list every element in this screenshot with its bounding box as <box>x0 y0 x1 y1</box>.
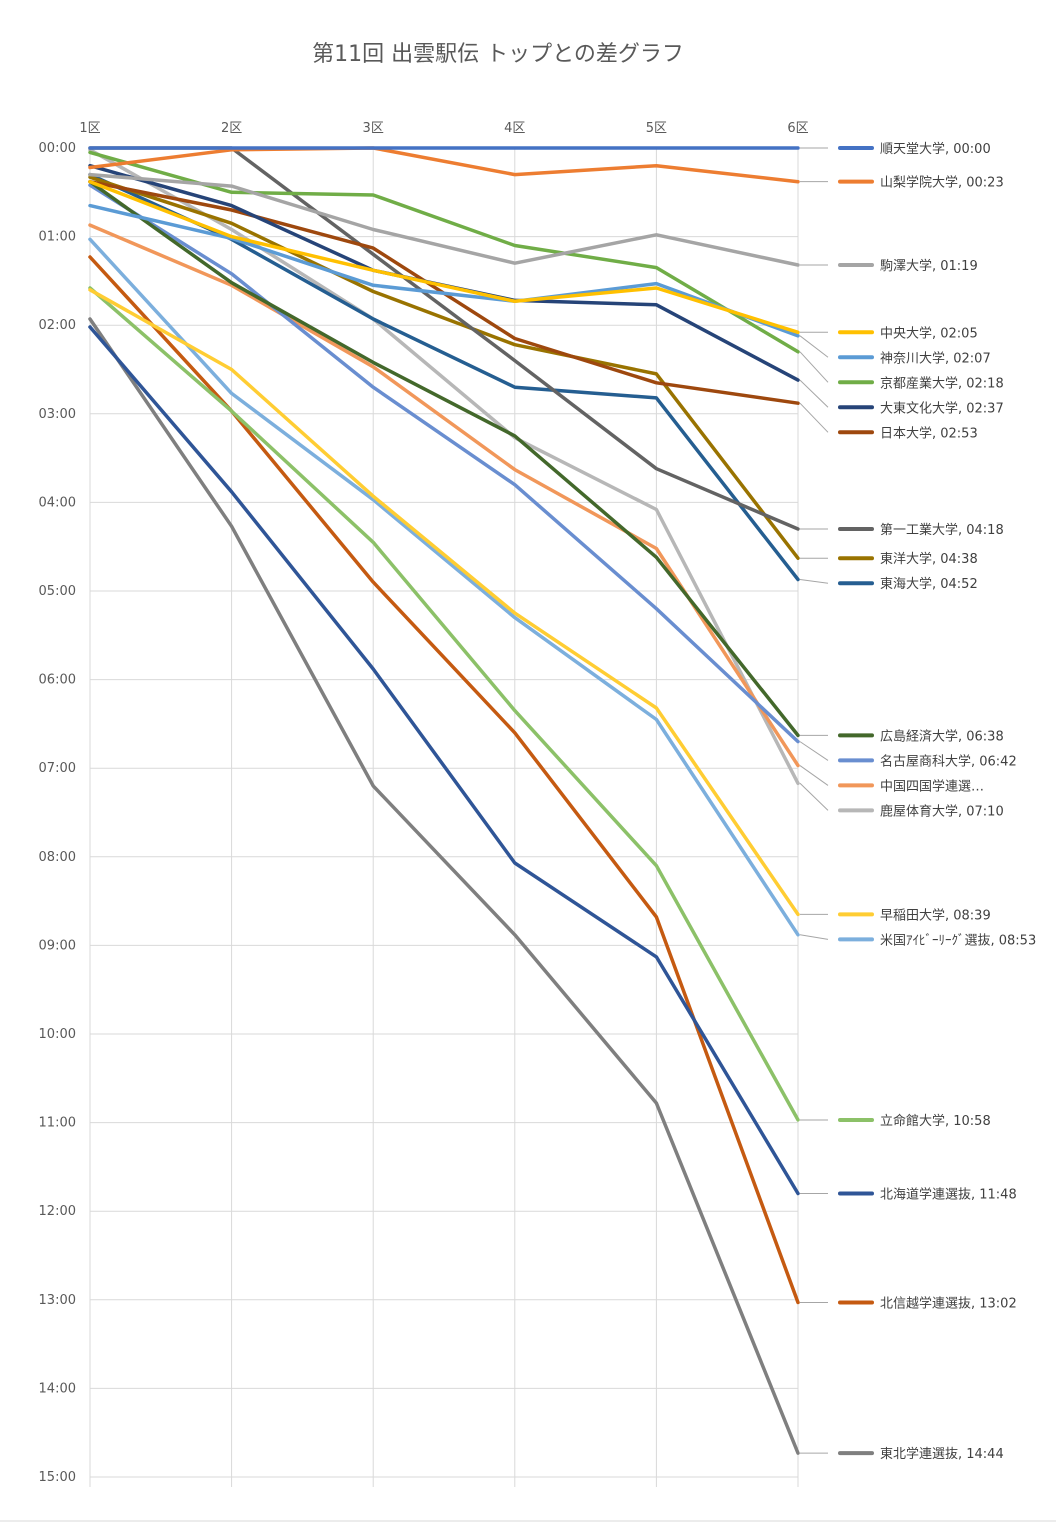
legend-label: 中国四国学連選… <box>880 778 984 794</box>
y-tick-label: 13:00 <box>39 1293 76 1308</box>
y-tick-label: 10:00 <box>39 1027 76 1042</box>
legend-leader-line <box>799 402 829 433</box>
legend-label: 北海道学連選抜, 11:48 <box>880 1186 1017 1202</box>
series-line <box>88 172 800 267</box>
x-tick-label: 3区 <box>363 121 384 136</box>
y-tick-label: 01:00 <box>39 230 76 245</box>
y-tick-label: 14:00 <box>39 1381 76 1396</box>
legend-leader-line <box>799 578 829 584</box>
y-axis-ticks: 00:00 01:00 02:00 03:00 04:00 05:00 06:00 07:00… <box>39 141 76 1485</box>
series-line <box>88 237 800 937</box>
legend-label: 東北学連選抜, 14:44 <box>880 1446 1004 1462</box>
series-lines <box>88 146 800 1455</box>
x-tick-label: 6区 <box>787 121 808 136</box>
legend-label: 早稲田大学, 08:39 <box>880 907 991 923</box>
y-tick-label: 03:00 <box>39 407 76 422</box>
series-line <box>88 203 800 338</box>
legend-label: 名古屋商科大学, 06:42 <box>880 753 1017 769</box>
y-tick-label: 07:00 <box>39 761 76 776</box>
series-line <box>88 317 800 1455</box>
y-tick-label: 06:00 <box>39 673 76 688</box>
x-tick-label: 1区 <box>79 121 100 136</box>
y-tick-label: 12:00 <box>39 1204 76 1219</box>
legend-label: 鹿屋体育大学, 07:10 <box>880 803 1004 819</box>
series-line <box>88 325 800 1196</box>
legend-leader-line <box>799 765 829 786</box>
legend-label: 大東文化大学, 02:37 <box>880 400 1004 416</box>
legend-leader-line <box>799 351 829 383</box>
y-tick-label: 00:00 <box>39 141 76 156</box>
chart-title: 第11回 出雲駅伝 トップとの差グラフ <box>312 42 684 67</box>
legend-leader-line <box>799 741 829 761</box>
legend: 順天堂大学, 00:00 山梨学院大学, 00:23 駒澤大学, 01:19 中央大学… <box>799 141 1036 1462</box>
series-line <box>88 179 800 335</box>
legend-label: 駒澤大学, 01:19 <box>880 258 978 274</box>
legend-label: 神奈川大学, 02:07 <box>880 350 991 366</box>
legend-label: 立命館大学, 10:58 <box>880 1113 991 1129</box>
series-line <box>88 255 800 1305</box>
y-tick-label: 02:00 <box>39 318 76 333</box>
legend-label: 順天堂大学, 00:00 <box>880 141 991 157</box>
legend-leader-line <box>799 934 829 940</box>
legend-label: 東洋大学, 04:38 <box>880 551 978 567</box>
legend-label: 中央大学, 02:05 <box>880 325 978 341</box>
legend-label: 北信越学連選抜, 13:02 <box>880 1295 1017 1311</box>
y-tick-label: 09:00 <box>39 938 76 953</box>
legend-label: 山梨学院大学, 00:23 <box>880 175 1004 191</box>
y-tick-label: 08:00 <box>39 850 76 865</box>
legend-label: 京都産業大学, 02:18 <box>880 375 1004 391</box>
y-tick-label: 11:00 <box>39 1116 76 1131</box>
y-tick-label: 15:00 <box>39 1470 76 1485</box>
x-tick-label: 4区 <box>504 121 525 136</box>
series-line <box>88 286 800 1122</box>
x-tick-label: 5区 <box>646 121 667 136</box>
legend-leader-line <box>799 335 829 358</box>
series-line <box>88 179 800 738</box>
y-tick-label: 04:00 <box>39 495 76 510</box>
series-line <box>88 183 800 744</box>
y-tick-label: 05:00 <box>39 584 76 599</box>
legend-label: 米国ｱｲﾋﾞｰﾘｰｸﾞ選抜, 08:53 <box>880 932 1036 948</box>
legend-label: 東海大学, 04:52 <box>880 576 978 592</box>
legend-label: 第一工業大学, 04:18 <box>880 522 1004 538</box>
legend-leader-line <box>799 782 829 811</box>
series-line <box>88 288 800 917</box>
legend-leader-line <box>799 379 829 408</box>
x-tick-label: 2区 <box>221 121 242 136</box>
series-line <box>88 146 800 184</box>
legend-label: 広島経済大学, 06:38 <box>880 728 1004 744</box>
legend-label: 日本大学, 02:53 <box>880 425 978 441</box>
series-line <box>88 175 800 560</box>
x-axis-ticks: 1区 2区 3区 4区 5区 6区 <box>79 121 808 136</box>
